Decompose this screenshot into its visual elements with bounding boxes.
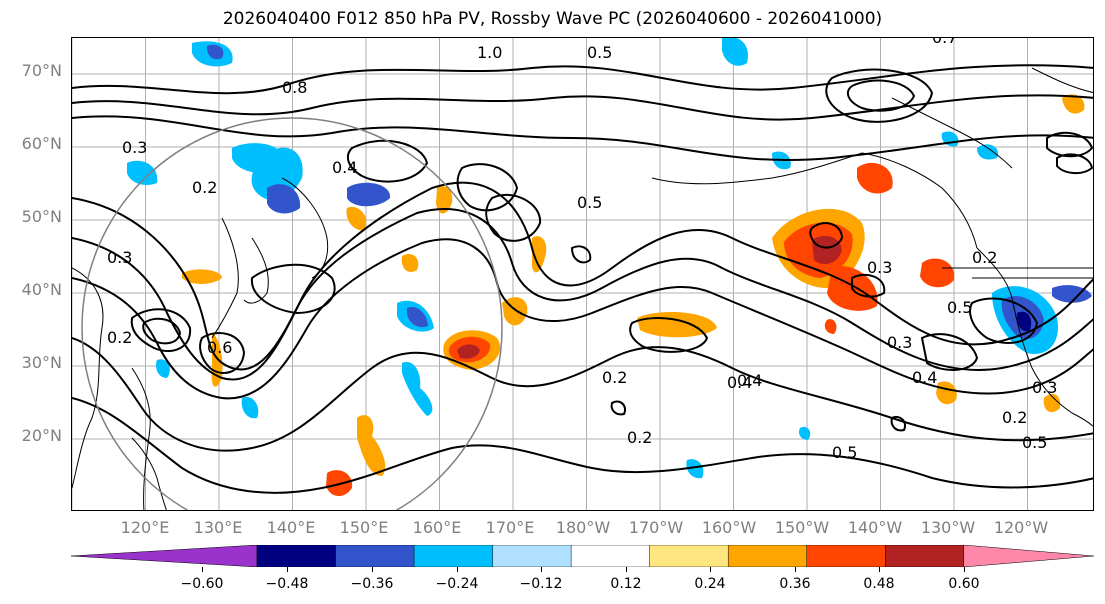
colorbar-segment xyxy=(649,544,729,568)
colorbar-tick-mark xyxy=(287,567,288,572)
contour-label: 0.4 xyxy=(912,368,937,387)
colorbar-tick-mark xyxy=(626,567,627,572)
longitude-label: 130°E xyxy=(193,518,243,537)
contour-label: 1.0 xyxy=(477,43,502,62)
longitude-label: 140°E xyxy=(266,518,316,537)
map-panel[interactable]: 1.0 0.5 0.8 0.4 0.3 0.2 0.6 0.3 0.2 0.5 0.4 0.3 0.2 0… xyxy=(71,37,1094,511)
longitude-label: 160°E xyxy=(412,518,462,537)
contour-label: 0.2 xyxy=(1002,408,1027,427)
contour-label: 0.8 xyxy=(282,78,307,97)
colorbar-tick-mark xyxy=(710,567,711,572)
contour-label: 0.2 xyxy=(602,368,627,387)
map-title: 2026040400 F012 850 hPa PV, Rossby Wave … xyxy=(222,9,883,29)
colorbar-tick-mark xyxy=(879,567,880,572)
colorbar-tick-label: 0.24 xyxy=(694,576,726,592)
pv-contours xyxy=(72,64,1093,494)
contour-label: 0.2 xyxy=(972,248,997,267)
colorbar-tick-label: 0.48 xyxy=(863,576,895,592)
colorbar-tick-mark xyxy=(795,567,796,572)
longitude-label: 170°E xyxy=(485,518,535,537)
colorbar-tick-label: −0.60 xyxy=(180,576,224,592)
contour-label: 0.5 xyxy=(587,43,612,62)
colorbar-scale xyxy=(70,544,1095,568)
colorbar-tick-label: 0.12 xyxy=(610,576,642,592)
colorbar-tick-mark xyxy=(541,567,542,572)
latitude-label: 30°N xyxy=(21,353,62,372)
longitude-label: 120°W xyxy=(993,518,1049,537)
coastlines xyxy=(72,67,1093,510)
longitude-label: 160°W xyxy=(701,518,757,537)
colorbar-tick-label: −0.48 xyxy=(265,576,309,592)
latitude-label: 60°N xyxy=(21,134,62,153)
contour-label: 0.3 xyxy=(887,333,912,352)
contour-label: 0.2 xyxy=(627,428,652,447)
colorbar-tick-label: 0.60 xyxy=(948,576,980,592)
colorbar-segment xyxy=(413,544,494,568)
longitude-label: 130°W xyxy=(920,518,976,537)
colorbar-segment xyxy=(492,544,572,568)
longitude-label: 150°E xyxy=(339,518,389,537)
longitude-label: 120°E xyxy=(120,518,170,537)
colorbar-tick-label: −0.12 xyxy=(519,576,563,592)
longitude-label: 170°W xyxy=(628,518,684,537)
colorbar-segment xyxy=(335,544,415,568)
colorbar-tick-mark xyxy=(202,567,203,572)
longitude-label: 150°W xyxy=(774,518,830,537)
colorbar-tick-label: 0.36 xyxy=(779,576,811,592)
contour-label: 0.5 xyxy=(947,298,972,317)
longitude-label: 180°W xyxy=(555,518,611,537)
contour-label: 0.6 xyxy=(207,338,232,357)
pv-shading xyxy=(127,38,1092,497)
contour-label: 0.7 xyxy=(932,38,957,47)
colorbar-tick-label: −0.24 xyxy=(435,576,479,592)
contour-label: 0.2 xyxy=(107,328,132,347)
contour-label: 0.3 xyxy=(107,248,132,267)
colorbar-segment xyxy=(727,544,808,568)
latitude-label: 70°N xyxy=(21,61,62,80)
contour-label: 0.5 xyxy=(1022,433,1047,452)
wave-packet-circle xyxy=(81,117,503,510)
contour-label: 0.5 xyxy=(832,443,857,462)
latitude-label: 40°N xyxy=(21,280,62,299)
colorbar-tick-mark xyxy=(372,567,373,572)
colorbar-tick-label: −0.36 xyxy=(350,576,394,592)
contour-label: 0.3 xyxy=(867,258,892,277)
latitude-label: 20°N xyxy=(21,426,62,445)
colorbar-segment xyxy=(806,544,887,568)
contour-label: 0.2 xyxy=(192,178,217,197)
colorbar-extend-low xyxy=(70,544,258,568)
colorbar-segment xyxy=(256,544,337,568)
contour-label: 0.4 xyxy=(737,371,762,390)
colorbar-segment xyxy=(570,544,651,568)
contour-labels: 1.0 0.50.80.40.30.20.60.30.20.50.40.30.2 0… xyxy=(107,38,1057,462)
colorbar-extend-high xyxy=(963,544,1095,568)
map-canvas: 1.0 0.50.80.40.30.20.60.30.20.50.40.30.2 0… xyxy=(72,38,1093,510)
contour-label: 0.4 xyxy=(332,158,357,177)
colorbar xyxy=(70,544,1095,568)
colorbar-tick-mark xyxy=(964,567,965,572)
contour-label: 0.3 xyxy=(1032,378,1057,397)
colorbar-tick-mark xyxy=(457,567,458,572)
contour-label: 0.5 xyxy=(577,193,602,212)
longitude-label: 140°W xyxy=(847,518,903,537)
contour-label: 0.4 xyxy=(727,373,752,392)
colorbar-segment xyxy=(885,544,965,568)
latitude-label: 50°N xyxy=(21,207,62,226)
contour-label: 0.3 xyxy=(122,138,147,157)
